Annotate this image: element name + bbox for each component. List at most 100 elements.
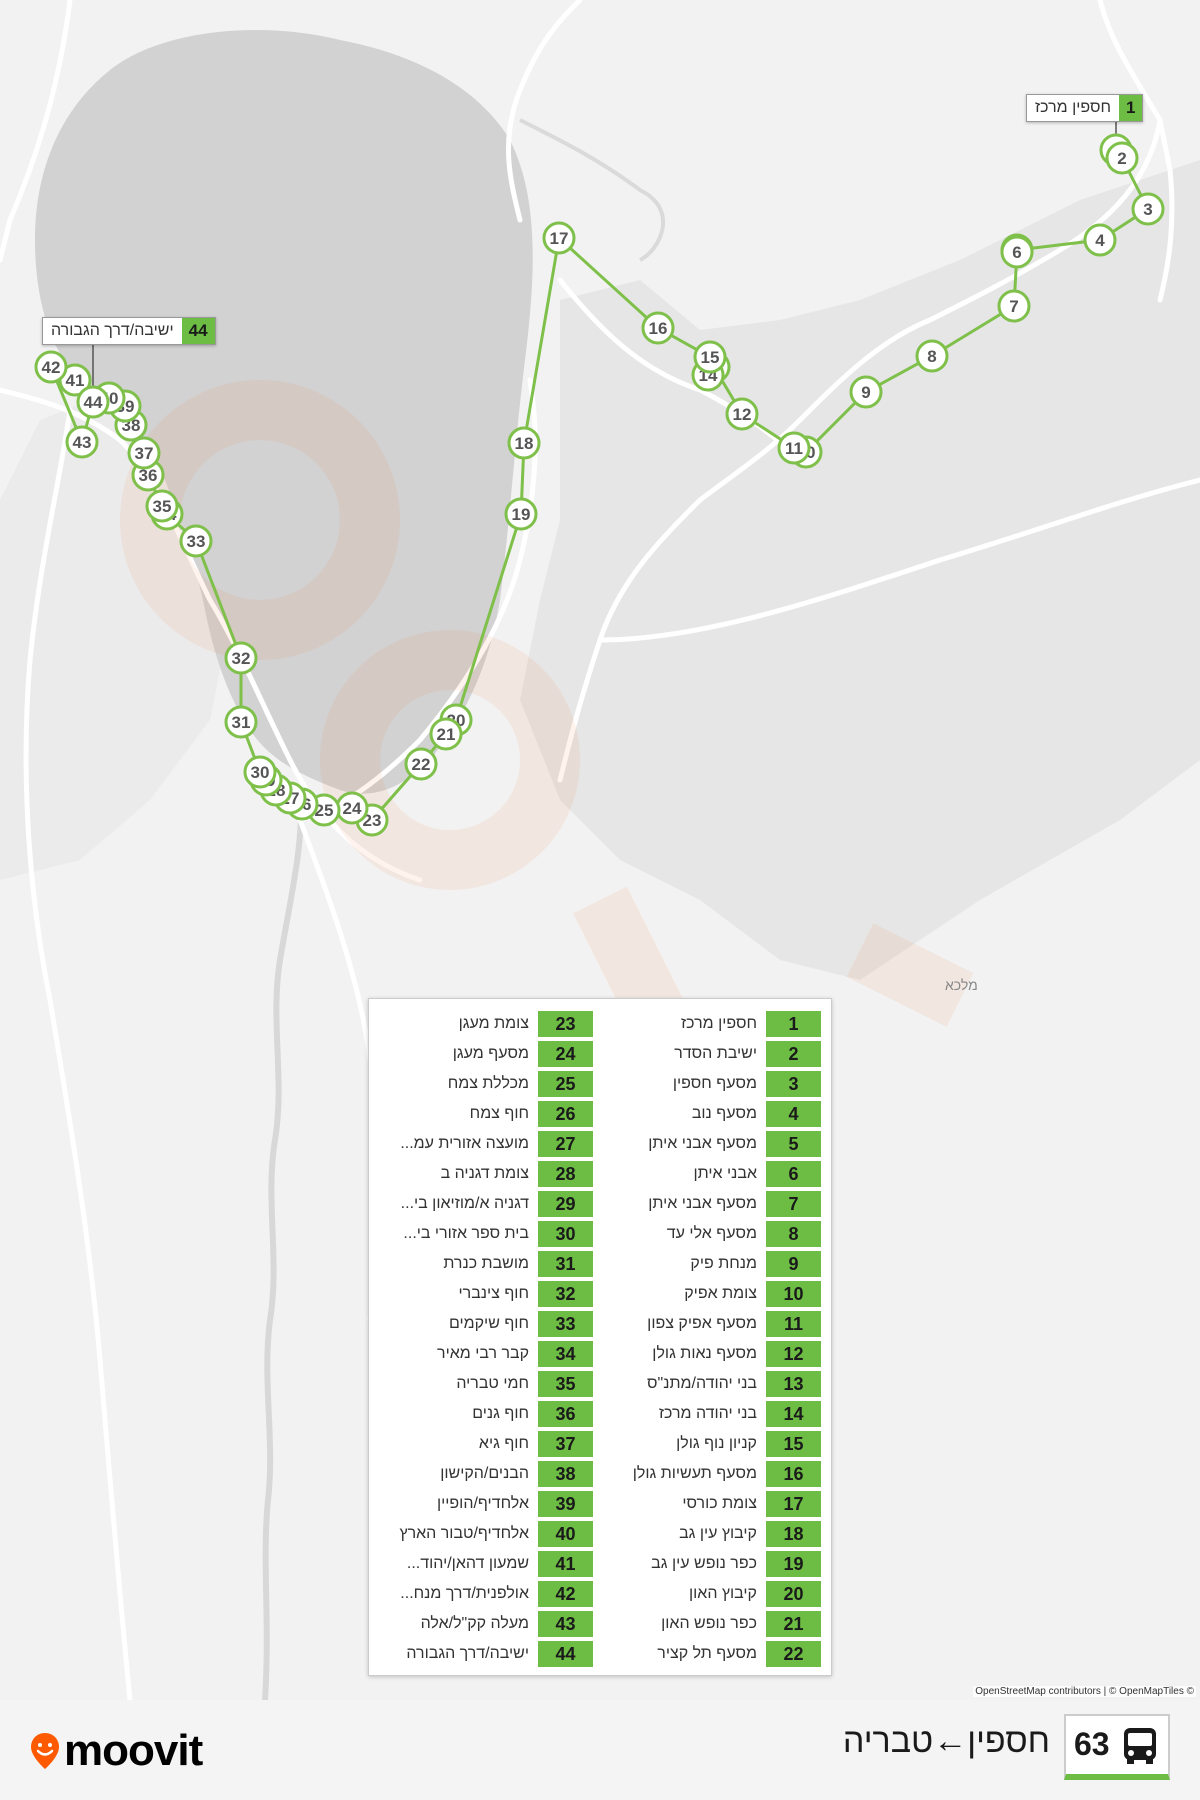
stop-list-item[interactable]: 40 אלחדיף/טבור הארץ: [377, 1519, 597, 1549]
stop-list-item[interactable]: 14 בני יהודה מרכז: [605, 1399, 825, 1429]
map-stop-marker[interactable]: 15: [693, 340, 727, 374]
stop-marker-circle: [34, 350, 68, 384]
stop-list-item[interactable]: 4 מסעף נוב: [605, 1099, 825, 1129]
map-attribution[interactable]: OpenStreetMap contributors | © OpenMapTi…: [973, 1686, 1196, 1697]
stop-list-item[interactable]: 18 קיבוץ עין גב: [605, 1519, 825, 1549]
map-stop-marker[interactable]: 8: [915, 339, 949, 373]
stop-list-item[interactable]: 6 אבני איתן: [605, 1159, 825, 1189]
map-stop-marker[interactable]: 35: [145, 489, 179, 523]
stop-list-item[interactable]: 26 חוף צמח: [377, 1099, 597, 1129]
map-stop-marker[interactable]: 24: [335, 791, 369, 825]
map-stop-marker[interactable]: 7: [997, 289, 1031, 323]
callout-last-stop[interactable]: 44 ישיבה/דרך הגבורה: [42, 317, 216, 345]
map-stop-marker[interactable]: 9: [849, 375, 883, 409]
stop-markers: 1234567891011121314151617181920212223242…: [34, 133, 1165, 837]
stop-number-badge: 35: [538, 1371, 593, 1397]
map-stop-marker[interactable]: 33: [179, 524, 213, 558]
stop-list-item[interactable]: 30 בית ספר אזורי בי...: [377, 1219, 597, 1249]
stop-list-item[interactable]: 31 מושבת כנרת: [377, 1249, 597, 1279]
stop-list-item[interactable]: 38 הבנים/הקישון: [377, 1459, 597, 1489]
stop-list-item[interactable]: 44 ישיבה/דרך הגבורה: [377, 1639, 597, 1669]
map-stop-marker[interactable]: 18: [507, 426, 541, 460]
stop-list-item[interactable]: 2 ישיבת הסדר: [605, 1039, 825, 1069]
stop-marker-circle: [224, 705, 258, 739]
stop-marker-circle: [641, 311, 675, 345]
stop-list-item[interactable]: 12 מסעף נאות גולן: [605, 1339, 825, 1369]
stop-name: אבני איתן: [693, 1165, 757, 1182]
stop-list-item[interactable]: 8 מסעף אלי עד: [605, 1219, 825, 1249]
stop-list-item[interactable]: 3 מסעף חספין: [605, 1069, 825, 1099]
stop-name: צומת כורסי: [682, 1495, 757, 1512]
stop-list-item[interactable]: 10 צומת אפיק: [605, 1279, 825, 1309]
map-stop-marker[interactable]: 11: [777, 431, 811, 465]
stop-list-item[interactable]: 35 חמי טבריה: [377, 1369, 597, 1399]
stop-name: מעלה קק"ל/אלה: [420, 1615, 529, 1632]
stop-number-badge: 31: [538, 1251, 593, 1277]
stop-list-item[interactable]: 36 חוף גנים: [377, 1399, 597, 1429]
map-stop-marker[interactable]: 4: [1083, 223, 1117, 257]
stop-list-item[interactable]: 19 כפר נופש עין גב: [605, 1549, 825, 1579]
map-stop-marker[interactable]: 19: [504, 497, 538, 531]
stop-number-badge: 6: [766, 1161, 821, 1187]
callout-first-name: חספין מרכז: [1035, 99, 1112, 116]
map-stop-marker[interactable]: 37: [127, 436, 161, 470]
stop-name: מסעף נאות גולן: [652, 1345, 757, 1362]
stop-list-panel: 1 חספין מרכז 2 ישיבת הסדר 3 מסעף חספין 4 מסעף נ…: [368, 998, 832, 1676]
stop-list-item[interactable]: 34 קבר רבי מאיר: [377, 1339, 597, 1369]
stop-list-item[interactable]: 32 חוף צינברי: [377, 1279, 597, 1309]
stop-name: מסעף תעשיות גולן: [632, 1465, 757, 1482]
stop-list-item[interactable]: 9 מנחת פיק: [605, 1249, 825, 1279]
stop-name: קיבוץ האון: [688, 1585, 757, 1602]
stop-list-item[interactable]: 16 מסעף תעשיות גולן: [605, 1459, 825, 1489]
map-stop-marker[interactable]: 12: [725, 397, 759, 431]
stop-list-item[interactable]: 24 מסעף מעגן: [377, 1039, 597, 1069]
stop-list-item[interactable]: 1 חספין מרכז: [605, 1009, 825, 1039]
map-stop-marker[interactable]: 16: [641, 311, 675, 345]
stop-list-item[interactable]: 13 בני יהודה/מתנ"ס: [605, 1369, 825, 1399]
map-stop-marker[interactable]: 2: [1105, 141, 1139, 175]
stop-list-item[interactable]: 11 מסעף אפיק צפון: [605, 1309, 825, 1339]
stop-list-item[interactable]: 25 מכללת צמח: [377, 1069, 597, 1099]
stop-list-item[interactable]: 28 צומת דגניה ב: [377, 1159, 597, 1189]
stop-list-item[interactable]: 5 מסעף אבני איתן: [605, 1129, 825, 1159]
stop-name: חוף שיקמים: [448, 1315, 529, 1332]
map-stop-marker[interactable]: 32: [224, 641, 258, 675]
stop-marker-circle: [1000, 235, 1034, 269]
map-stop-marker[interactable]: 42: [34, 350, 68, 384]
stop-list-item[interactable]: 20 קיבוץ האון: [605, 1579, 825, 1609]
stop-list-item[interactable]: 17 צומת כורסי: [605, 1489, 825, 1519]
stop-list-item[interactable]: 23 צומת מעגן: [377, 1009, 597, 1039]
stop-marker-circle: [429, 717, 463, 751]
stop-marker-circle: [404, 747, 438, 781]
stop-list-item[interactable]: 27 מועצה אזורית עמ...: [377, 1129, 597, 1159]
stop-list-item[interactable]: 42 אולפנית/דרך מנח...: [377, 1579, 597, 1609]
stop-list-item[interactable]: 43 מעלה קק"ל/אלה: [377, 1609, 597, 1639]
stop-list-item[interactable]: 21 כפר נופש האון: [605, 1609, 825, 1639]
callout-first-stop[interactable]: 1 חספין מרכז: [1026, 94, 1144, 122]
map-stop-marker[interactable]: 44: [76, 385, 110, 419]
stop-name: בני יהודה/מתנ"ס: [647, 1375, 757, 1392]
stop-number-badge: 27: [538, 1131, 593, 1157]
stop-list-item[interactable]: 33 חוף שיקמים: [377, 1309, 597, 1339]
stop-list-item[interactable]: 37 חוף גיא: [377, 1429, 597, 1459]
map-stop-marker[interactable]: 22: [404, 747, 438, 781]
stop-list-item[interactable]: 39 אלחדיף/הופיין: [377, 1489, 597, 1519]
stop-list-item[interactable]: 7 מסעף אבני איתן: [605, 1189, 825, 1219]
map-stop-marker[interactable]: 17: [542, 221, 576, 255]
stop-marker-circle: [507, 426, 541, 460]
stop-list-item[interactable]: 15 קניון נוף גולן: [605, 1429, 825, 1459]
map-stop-marker[interactable]: 21: [429, 717, 463, 751]
map-stop-marker[interactable]: 6: [1000, 235, 1034, 269]
stop-list-item[interactable]: 29 דגניה א/מוזיאון בי...: [377, 1189, 597, 1219]
map-stop-marker[interactable]: 3: [1131, 192, 1165, 226]
map-stop-marker[interactable]: 31: [224, 705, 258, 739]
stop-marker-number: 37: [135, 444, 154, 463]
map-stop-marker[interactable]: 30: [243, 755, 277, 789]
stop-name: הבנים/הקישון: [440, 1465, 529, 1482]
stop-marker-number: 19: [512, 505, 531, 524]
stop-list-item[interactable]: 41 שמעון דהאן/יהוד...: [377, 1549, 597, 1579]
stop-marker-number: 42: [42, 358, 61, 377]
stop-list-item[interactable]: 22 מסעף תל קציר: [605, 1639, 825, 1669]
map-stop-marker[interactable]: 43: [65, 425, 99, 459]
stop-number-badge: 9: [766, 1251, 821, 1277]
